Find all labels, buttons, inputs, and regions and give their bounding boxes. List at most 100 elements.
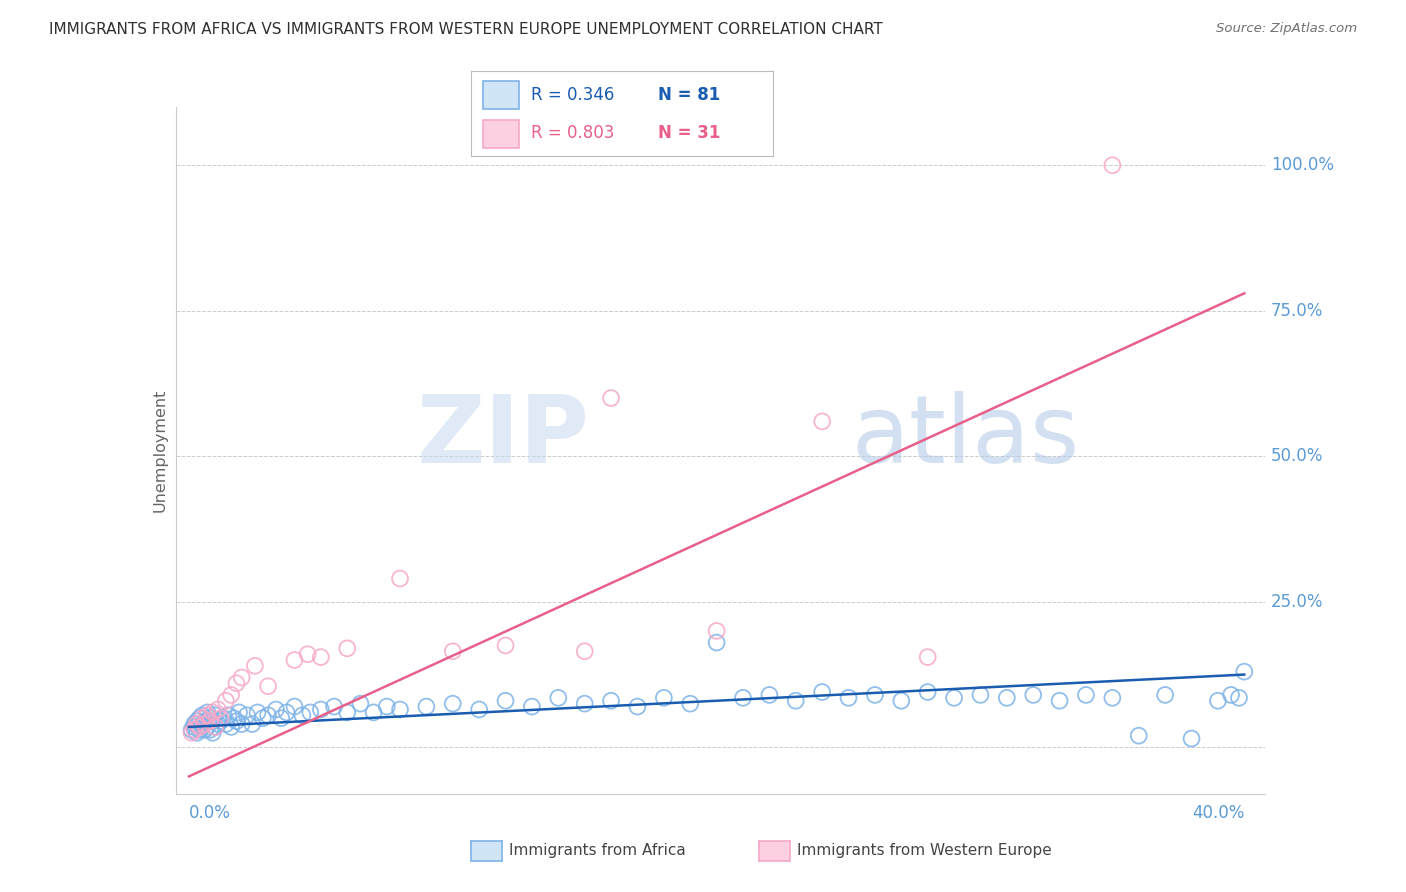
Point [1101,690,1123,705]
FancyBboxPatch shape [484,120,519,147]
Point [1233,665,1256,679]
Point [188,711,211,725]
Point [1180,731,1202,746]
Point [441,697,464,711]
Point [186,714,208,728]
Point [183,717,205,731]
Point [231,717,253,731]
Point [270,711,292,725]
Point [243,658,266,673]
Point [1101,158,1123,172]
FancyBboxPatch shape [484,80,519,109]
Text: N = 81: N = 81 [658,86,721,103]
Text: 40.0%: 40.0% [1192,805,1244,822]
Point [758,688,780,702]
Point [441,644,464,658]
Point [1074,688,1097,702]
Point [186,717,208,731]
Point [186,725,208,739]
Point [574,697,596,711]
Point [198,723,221,737]
Point [336,706,359,720]
Point [257,708,280,723]
Point [231,670,253,684]
Point [252,711,274,725]
Text: 100.0%: 100.0% [1271,156,1334,174]
Point [415,699,437,714]
Point [197,720,219,734]
Point [219,688,242,702]
Point [291,708,314,723]
Point [207,702,229,716]
Point [520,699,543,714]
Point [349,697,371,711]
Point [246,706,269,720]
Point [574,644,596,658]
Point [198,714,221,728]
Text: ZIP: ZIP [418,391,591,483]
Text: Source: ZipAtlas.com: Source: ZipAtlas.com [1216,22,1357,36]
Text: IMMIGRANTS FROM AFRICA VS IMMIGRANTS FROM WESTERN EUROPE UNEMPLOYMENT CORRELATIO: IMMIGRANTS FROM AFRICA VS IMMIGRANTS FRO… [49,22,883,37]
Point [219,720,242,734]
Point [283,653,305,667]
Point [1128,729,1150,743]
Point [943,690,966,705]
Point [240,717,263,731]
Point [1049,694,1071,708]
Point [811,414,834,428]
Point [201,706,224,720]
Point [297,647,319,661]
Text: Immigrants from Africa: Immigrants from Africa [509,844,686,858]
Point [1154,688,1177,702]
Point [201,714,224,728]
Point [1022,688,1045,702]
Point [191,711,214,725]
Point [201,725,224,739]
Point [183,720,205,734]
Point [191,708,214,723]
Point [336,641,359,656]
Point [194,714,217,728]
Point [180,723,202,737]
Point [225,714,247,728]
Text: R = 0.803: R = 0.803 [531,124,614,142]
Point [236,708,259,723]
Point [198,711,221,725]
Point [375,699,398,714]
Point [731,690,754,705]
Point [495,639,517,653]
Point [197,706,219,720]
Point [917,650,939,665]
Point [626,699,648,714]
Point [204,720,226,734]
Point [207,717,229,731]
Point [212,711,235,725]
Point [679,697,702,711]
Point [204,708,226,723]
Point [706,624,728,638]
Point [890,694,912,708]
Point [183,723,205,737]
Point [785,694,807,708]
Point [257,679,280,693]
Point [264,702,287,716]
Point [209,714,232,728]
Point [197,708,219,723]
Point [194,723,217,737]
Point [838,690,860,705]
Point [495,694,517,708]
Point [600,694,623,708]
Text: N = 31: N = 31 [658,124,721,142]
Point [215,717,238,731]
Point [309,650,332,665]
Y-axis label: Unemployment: Unemployment [152,389,167,512]
Point [209,711,232,725]
Point [299,706,322,720]
Point [188,720,211,734]
Point [218,708,240,723]
Point [323,699,346,714]
Point [547,690,569,705]
Point [969,688,991,702]
Point [180,725,202,739]
Text: atlas: atlas [852,391,1080,483]
